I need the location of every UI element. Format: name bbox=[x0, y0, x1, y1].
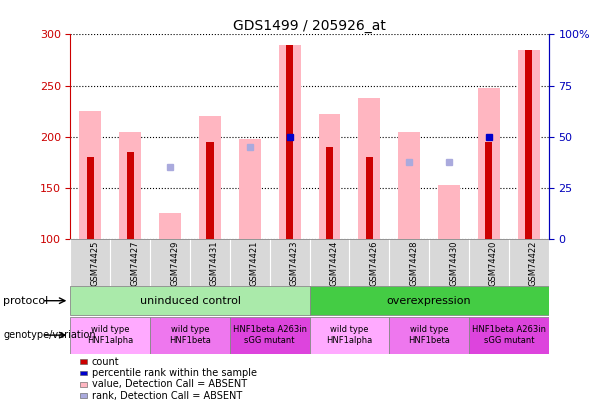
Bar bbox=[270, 239, 310, 286]
Bar bbox=[438, 185, 460, 239]
Text: protocol: protocol bbox=[3, 296, 48, 306]
Text: value, Detection Call = ABSENT: value, Detection Call = ABSENT bbox=[92, 379, 247, 389]
Bar bbox=[349, 239, 389, 286]
Bar bbox=[366, 157, 373, 239]
Bar bbox=[310, 239, 349, 286]
Bar bbox=[359, 98, 380, 239]
Bar bbox=[230, 239, 270, 286]
Text: GSM74429: GSM74429 bbox=[170, 240, 179, 286]
Text: genotype/variation: genotype/variation bbox=[3, 330, 96, 340]
Bar bbox=[110, 239, 150, 286]
Text: GSM74431: GSM74431 bbox=[210, 240, 219, 286]
Bar bbox=[509, 239, 549, 286]
Text: HNF1beta A263in
sGG mutant: HNF1beta A263in sGG mutant bbox=[233, 326, 306, 345]
Bar bbox=[485, 142, 492, 239]
Bar bbox=[525, 50, 532, 239]
Text: HNF1beta A263in
sGG mutant: HNF1beta A263in sGG mutant bbox=[472, 326, 546, 345]
Text: wild type
HNF1alpha: wild type HNF1alpha bbox=[87, 326, 134, 345]
Bar bbox=[70, 286, 310, 315]
Bar bbox=[150, 317, 230, 354]
Text: percentile rank within the sample: percentile rank within the sample bbox=[92, 368, 257, 378]
Bar bbox=[80, 111, 101, 239]
Bar bbox=[310, 317, 389, 354]
Text: GSM74421: GSM74421 bbox=[250, 240, 259, 286]
Bar bbox=[429, 239, 469, 286]
Bar bbox=[70, 239, 110, 286]
Text: GSM74420: GSM74420 bbox=[489, 240, 498, 286]
Text: rank, Detection Call = ABSENT: rank, Detection Call = ABSENT bbox=[92, 391, 242, 401]
Bar bbox=[199, 116, 221, 239]
Bar bbox=[127, 152, 134, 239]
Text: GSM74425: GSM74425 bbox=[91, 240, 99, 286]
Bar bbox=[518, 50, 539, 239]
Bar bbox=[159, 213, 181, 239]
Text: GSM74424: GSM74424 bbox=[330, 240, 338, 286]
Bar bbox=[207, 142, 213, 239]
Bar bbox=[150, 239, 190, 286]
Bar bbox=[478, 87, 500, 239]
Bar bbox=[230, 317, 310, 354]
Text: GSM74426: GSM74426 bbox=[369, 240, 378, 286]
Bar bbox=[239, 139, 261, 239]
Title: GDS1499 / 205926_at: GDS1499 / 205926_at bbox=[233, 19, 386, 33]
Text: count: count bbox=[92, 357, 120, 367]
Bar bbox=[120, 132, 141, 239]
Text: GSM74430: GSM74430 bbox=[449, 240, 458, 286]
Text: GSM74427: GSM74427 bbox=[130, 240, 139, 286]
Text: wild type
HNF1alpha: wild type HNF1alpha bbox=[326, 326, 373, 345]
Bar bbox=[469, 317, 549, 354]
Bar bbox=[389, 239, 429, 286]
Bar bbox=[326, 147, 333, 239]
Text: GSM74423: GSM74423 bbox=[289, 240, 299, 286]
Bar bbox=[279, 45, 300, 239]
Bar bbox=[398, 132, 420, 239]
Text: GSM74428: GSM74428 bbox=[409, 240, 418, 286]
Text: GSM74422: GSM74422 bbox=[528, 240, 538, 286]
Text: wild type
HNF1beta: wild type HNF1beta bbox=[169, 326, 211, 345]
Bar bbox=[190, 239, 230, 286]
Bar bbox=[319, 114, 340, 239]
Bar bbox=[286, 45, 293, 239]
Text: uninduced control: uninduced control bbox=[140, 296, 240, 306]
Bar bbox=[70, 317, 150, 354]
Bar bbox=[469, 239, 509, 286]
Text: overexpression: overexpression bbox=[387, 296, 471, 306]
Text: wild type
HNF1beta: wild type HNF1beta bbox=[408, 326, 450, 345]
Bar bbox=[389, 317, 469, 354]
Bar bbox=[87, 157, 94, 239]
Bar bbox=[310, 286, 549, 315]
